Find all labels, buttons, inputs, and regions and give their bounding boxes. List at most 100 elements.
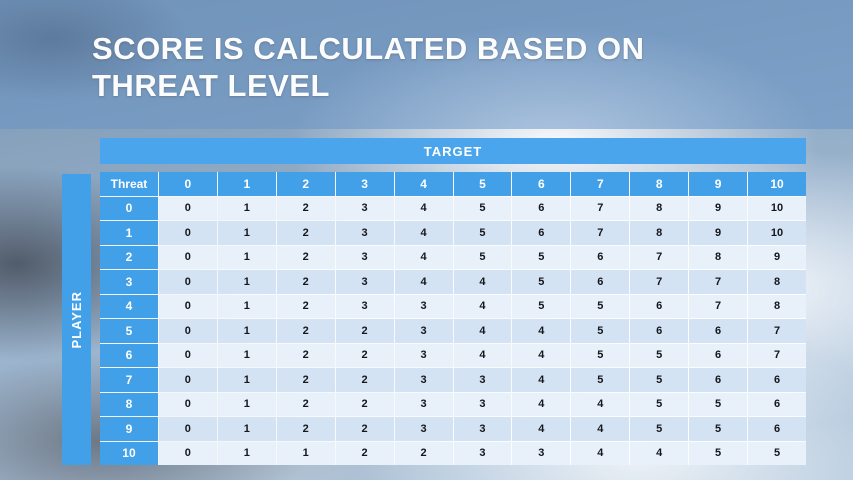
- score-cell: 6: [689, 368, 748, 392]
- score-cell: 9: [748, 245, 806, 269]
- page-title: SCORE IS CALCULATED BASED ON THREAT LEVE…: [92, 30, 645, 104]
- score-cell: 3: [453, 368, 512, 392]
- score-cell: 1: [217, 294, 276, 318]
- score-cell: 5: [630, 392, 689, 416]
- column-header-cell: 5: [453, 172, 512, 196]
- row-header-cell: 10: [100, 441, 158, 465]
- score-cell: 6: [748, 417, 806, 441]
- score-cell: 6: [689, 319, 748, 343]
- score-cell: 5: [748, 441, 806, 465]
- score-cell: 5: [512, 245, 571, 269]
- score-cell: 6: [630, 319, 689, 343]
- score-cell: 2: [276, 245, 335, 269]
- score-cell: 1: [217, 245, 276, 269]
- score-cell: 2: [276, 392, 335, 416]
- score-cell: 2: [276, 417, 335, 441]
- column-header-cell: 1: [217, 172, 276, 196]
- score-cell: 3: [453, 417, 512, 441]
- score-cell: 6: [512, 196, 571, 220]
- score-cell: 2: [276, 343, 335, 367]
- score-cell: 2: [276, 368, 335, 392]
- score-cell: 3: [335, 294, 394, 318]
- score-cell: 5: [689, 441, 748, 465]
- score-cell: 4: [512, 417, 571, 441]
- score-cell: 4: [512, 343, 571, 367]
- score-cell: 6: [571, 270, 630, 294]
- score-cell: 6: [571, 245, 630, 269]
- score-cell: 3: [394, 319, 453, 343]
- score-cell: 1: [217, 417, 276, 441]
- score-cell: 2: [276, 221, 335, 245]
- score-cell: 5: [453, 221, 512, 245]
- score-cell: 2: [335, 392, 394, 416]
- score-cell: 2: [335, 343, 394, 367]
- column-header-cell: 8: [630, 172, 689, 196]
- score-cell: 5: [512, 270, 571, 294]
- score-cell: 4: [394, 221, 453, 245]
- score-cell: 0: [158, 270, 217, 294]
- score-cell: 1: [217, 221, 276, 245]
- score-cell: 7: [630, 245, 689, 269]
- score-cell: 9: [689, 221, 748, 245]
- score-cell: 3: [394, 392, 453, 416]
- score-cell: 6: [748, 392, 806, 416]
- score-cell: 5: [630, 417, 689, 441]
- score-cell: 0: [158, 221, 217, 245]
- column-header-cell: 10: [748, 172, 806, 196]
- score-cell: 3: [453, 392, 512, 416]
- score-cell: 7: [748, 319, 806, 343]
- column-header-cell: 0: [158, 172, 217, 196]
- player-label: PLAYER: [69, 290, 84, 349]
- score-cell: 2: [335, 368, 394, 392]
- score-cell: 4: [630, 441, 689, 465]
- target-header-bar: TARGET: [100, 138, 806, 164]
- score-cell: 3: [335, 245, 394, 269]
- page-title-line2: THREAT LEVEL: [92, 68, 330, 104]
- score-cell: 2: [335, 441, 394, 465]
- score-cell: 8: [689, 245, 748, 269]
- score-cell: 7: [571, 196, 630, 220]
- score-cell: 6: [630, 294, 689, 318]
- score-cell: 4: [571, 392, 630, 416]
- column-header-cell: 7: [571, 172, 630, 196]
- score-cell: 3: [512, 441, 571, 465]
- score-cell: 5: [453, 196, 512, 220]
- score-cell: 2: [335, 319, 394, 343]
- score-cell: 2: [276, 196, 335, 220]
- score-cell: 2: [276, 294, 335, 318]
- player-header-bar: PLAYER: [62, 174, 91, 465]
- column-header-cell: 6: [512, 172, 571, 196]
- corner-header-cell: Threat: [100, 172, 158, 196]
- score-cell: 4: [394, 196, 453, 220]
- score-cell: 2: [394, 441, 453, 465]
- score-cell: 4: [512, 319, 571, 343]
- score-cell: 0: [158, 294, 217, 318]
- score-cell: 4: [394, 270, 453, 294]
- column-header-cell: 4: [394, 172, 453, 196]
- score-cell: 5: [571, 343, 630, 367]
- row-header-cell: 4: [100, 294, 158, 318]
- score-cell: 0: [158, 319, 217, 343]
- row-header-cell: 8: [100, 392, 158, 416]
- row-header-cell: 2: [100, 245, 158, 269]
- score-cell: 3: [335, 196, 394, 220]
- score-cell: 5: [689, 417, 748, 441]
- score-cell: 5: [571, 368, 630, 392]
- score-cell: 0: [158, 392, 217, 416]
- score-cell: 3: [394, 417, 453, 441]
- score-cell: 8: [630, 221, 689, 245]
- score-cell: 6: [748, 368, 806, 392]
- score-cell: 2: [276, 270, 335, 294]
- score-cell: 1: [217, 368, 276, 392]
- score-cell: 1: [217, 343, 276, 367]
- score-cell: 4: [453, 319, 512, 343]
- score-cell: 8: [748, 270, 806, 294]
- score-cell: 10: [748, 196, 806, 220]
- row-header-cell: 3: [100, 270, 158, 294]
- score-cell: 0: [158, 196, 217, 220]
- score-cell: 0: [158, 417, 217, 441]
- score-cell: 7: [689, 294, 748, 318]
- score-cell: 1: [217, 270, 276, 294]
- score-cell: 5: [571, 294, 630, 318]
